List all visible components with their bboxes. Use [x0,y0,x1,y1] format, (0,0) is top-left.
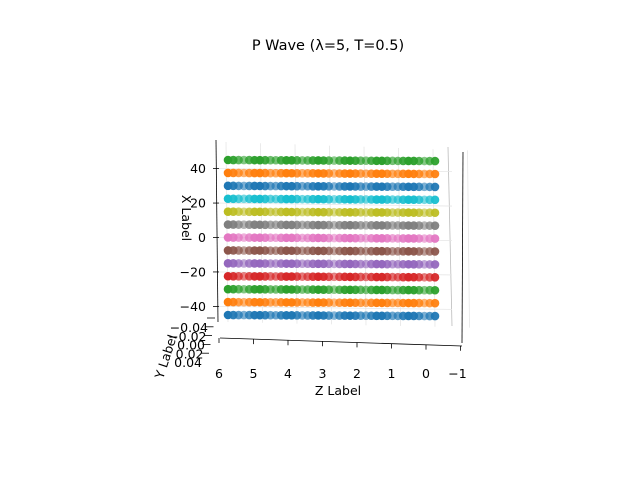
z-tick-label: 0 [422,366,430,381]
series-4 [223,207,440,218]
data-point [430,298,440,308]
z-tick-label: 6 [215,366,223,381]
series-0 [223,155,440,166]
z-axis-ticks: 6 5 4 3 2 1 0 −1 [215,338,467,381]
series-11 [223,297,440,308]
grid-line-z [467,150,470,328]
pane-edge-right [447,146,453,327]
z-tick-label: 1 [388,366,396,381]
x-tick-label: −40 [180,299,206,314]
pane-edge-bottom [219,337,463,347]
data-point [430,156,440,166]
series-2 [223,181,440,192]
x-axis-ticks: 40 20 0 −20 −40 [180,161,219,314]
data-point [430,311,440,321]
axis-panes [215,139,464,347]
series-12 [223,310,440,321]
chart-title: P Wave (λ=5, T=0.5) [252,38,404,54]
x-tick-label: −20 [180,264,206,279]
data-point [430,247,440,256]
z-tick-label: 4 [284,366,292,381]
y-tick-label: 0.00 [177,338,205,353]
z-tick-label: 3 [319,366,327,381]
series-6 [223,233,440,243]
data-point [430,195,440,205]
x-tick-label: 20 [190,196,206,211]
y-tick-label: 0.02 [176,346,204,361]
series-8 [223,259,440,269]
series-1 [223,168,440,179]
series-10 [223,284,440,295]
data-point [430,285,440,295]
data-point [430,273,440,282]
y-tick-label: −0.04 [170,320,208,335]
series-7 [223,246,440,256]
pane-edge-far-right [461,151,464,344]
x-tick-label: 0 [198,230,206,245]
grid-line-x [217,202,453,207]
series-9 [223,271,440,282]
z-tick-label: −1 [448,366,466,381]
z-axis-label: Z Label [315,383,361,398]
series-3 [223,194,440,205]
pane-edge-left [215,139,219,323]
data-point [430,208,440,218]
y-tick-label: 0.04 [174,355,202,370]
z-tick-label: 5 [250,366,258,381]
data-point [430,221,440,230]
series-5 [223,220,440,230]
x-tick-label: 40 [190,161,206,176]
data-point [430,182,440,192]
y-tick-label: −0.02 [168,329,206,344]
z-tick-label: 2 [353,366,361,381]
data-point [430,260,440,269]
y-axis-ticks: −0.04−0.020.000.020.04 [168,317,215,370]
x-axis-label: X Label [179,195,194,241]
grid-line-x [217,305,453,310]
data-point [430,169,440,179]
data-point [430,234,440,243]
scatter-series [223,155,440,321]
